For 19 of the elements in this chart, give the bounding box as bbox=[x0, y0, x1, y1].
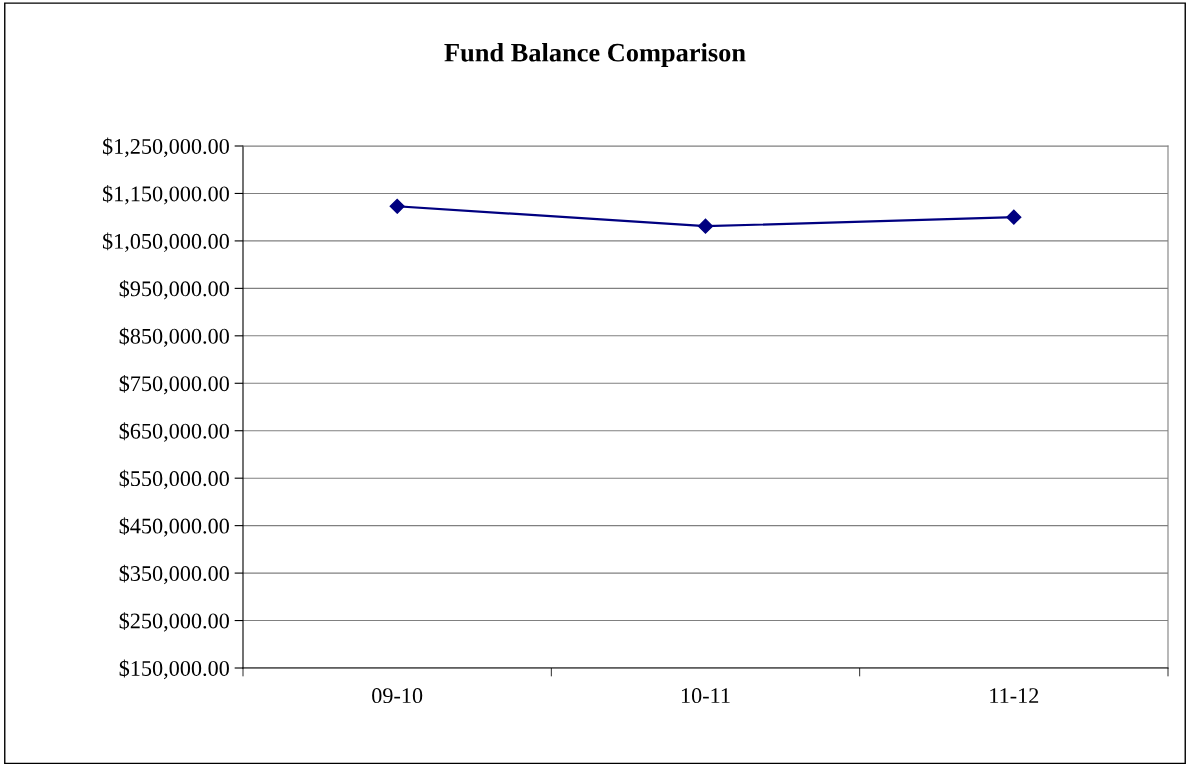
y-tick-label: $550,000.00 bbox=[119, 469, 229, 490]
y-tick-label: $1,050,000.00 bbox=[102, 232, 229, 253]
y-tick-label: $950,000.00 bbox=[119, 279, 229, 300]
y-tick-label: $850,000.00 bbox=[119, 327, 229, 347]
x-tick-label: 10-11 bbox=[681, 688, 730, 704]
y-tick-label: $150,000.00 bbox=[119, 659, 229, 680]
y-tick-label: $750,000.00 bbox=[119, 374, 229, 395]
y-tick-label: $350,000.00 bbox=[119, 564, 229, 585]
x-tick-label: 11-12 bbox=[990, 688, 1039, 703]
y-tick-label: $250,000.00 bbox=[119, 612, 229, 632]
x-tick-label: 09-10 bbox=[372, 688, 423, 704]
y-tick-label: $450,000.00 bbox=[119, 517, 229, 537]
point bbox=[389, 198, 405, 214]
y-tick-label: $1,250,000.00 bbox=[102, 137, 229, 158]
point bbox=[697, 218, 714, 234]
point bbox=[1006, 209, 1022, 225]
chart-title: Fund Balance Comparison bbox=[444, 43, 746, 67]
y-tick-label: $1,150,000.00 bbox=[102, 185, 229, 205]
y-tick-label: $650,000.00 bbox=[119, 422, 229, 442]
